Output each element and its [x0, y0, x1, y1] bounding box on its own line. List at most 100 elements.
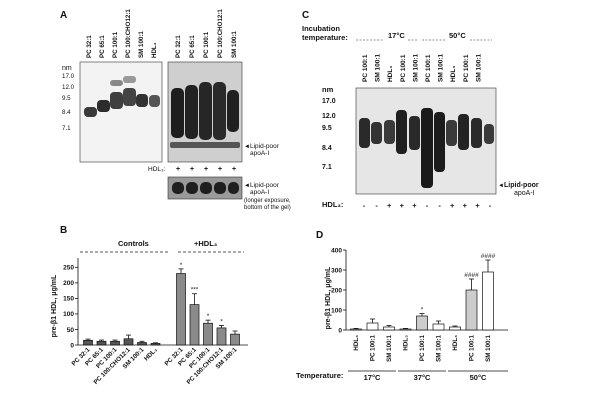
panel-c-hdl-label: HDL₃: — [322, 200, 343, 209]
panel-c-letter: C — [302, 10, 309, 21]
panel-c-incubation-1: Incubation — [302, 24, 340, 33]
bar — [189, 304, 200, 346]
lane-label: SM 100:1 — [375, 53, 382, 82]
panel-b-group-controls: Controls — [118, 239, 149, 248]
bar — [150, 343, 161, 346]
panel-b-bars: ****** — [83, 262, 240, 346]
lane-label: PC 100:1 — [425, 54, 432, 82]
bar — [432, 323, 445, 331]
panel-d-temperature-groups: 17°C 37°C 50°C — [348, 370, 508, 382]
band — [97, 100, 110, 112]
panel-a-arrow-label-1: Lipid-poor — [250, 143, 280, 150]
panel-b-letter: B — [60, 225, 67, 236]
panel-a-nm-ticks: 17.0 12.0 9.5 8.4 7.1 — [62, 73, 75, 132]
gel-a-left-bands — [84, 76, 160, 117]
hdl-mark: + — [204, 166, 208, 173]
hdl-mark: + — [176, 166, 180, 173]
panel-a-arrow-label-2: apoA-I — [250, 150, 269, 157]
panel-a-inset-arrow-1: Lipid-poor — [250, 182, 280, 189]
x-tick-label: HDL₃ — [143, 346, 159, 362]
y-tick-label: 50 — [67, 327, 75, 334]
lane-label: PC 100:1 — [463, 54, 470, 82]
gel-c-bands — [359, 108, 494, 188]
panel-a-letter: A — [60, 10, 67, 21]
x-tick-label: SM 100:1 — [485, 334, 492, 361]
band — [136, 94, 148, 107]
hdl-mark: + — [387, 201, 392, 210]
band — [446, 120, 457, 146]
panel-a-inset-arrow-2: apoA-I — [250, 189, 269, 196]
bar — [216, 327, 227, 346]
panel-b-group-hdl: +HDL₃ — [194, 239, 218, 248]
hdl-mark: + — [400, 201, 405, 210]
bar — [230, 333, 240, 346]
y-tick-label: 250 — [63, 265, 74, 272]
gel-a-right-bands — [170, 82, 240, 148]
lane-label: PC 32:1 — [175, 35, 182, 58]
bar — [416, 315, 428, 331]
svg-text:◄: ◄ — [498, 183, 504, 189]
nm-tick: 7.1 — [322, 164, 332, 171]
panel-a-lane-labels-left: PC 32:1 PC 65:1 PC 100:1 PC 100:CHO12:1 SM 1… — [86, 9, 158, 58]
band — [359, 118, 370, 148]
band — [396, 110, 407, 154]
bar — [96, 340, 107, 346]
band — [471, 118, 482, 148]
panel-c: C Incubation temperature: 17°C 50°C PC 1… — [302, 10, 539, 210]
x-tick-label: HDL₃ — [353, 335, 360, 351]
band — [227, 90, 239, 132]
panel-d-letter: D — [316, 230, 323, 241]
band — [185, 85, 198, 139]
nm-tick: 7.1 — [62, 125, 71, 132]
lane-label: SM 100:1 — [138, 31, 145, 58]
bar — [350, 328, 362, 331]
panel-a-inset-arrow: ◄ Lipid-poor apoA-I (longer exposure, bo… — [244, 182, 291, 211]
panel-b-x-labels: PC 32:1PC 65:1PC 100:1PC 100:CHO12:1SM 1… — [70, 346, 238, 386]
svg-text:◄: ◄ — [244, 183, 250, 189]
significance-marker: *** — [191, 287, 199, 294]
lane-label: PC 100:CHO12:1 — [125, 9, 132, 58]
bar — [366, 322, 379, 331]
svg-text:◄: ◄ — [244, 144, 250, 150]
panel-c-arrow-label-1: Lipid-poor — [504, 182, 539, 189]
lane-label: PC 100:1 — [362, 54, 369, 82]
lane-label: PC 100:1 — [203, 31, 210, 58]
hdl-mark: + — [232, 166, 236, 173]
gel-a-inset-bands — [172, 182, 239, 194]
hdl-mark: - — [375, 201, 378, 210]
lane-label: PC 32:1 — [86, 35, 93, 58]
bar — [465, 289, 478, 331]
panel-d-bars: * #### #### — [350, 253, 496, 331]
nm-tick: 17.0 — [322, 98, 336, 105]
panel-a-lane-labels-right: PC 32:1 PC 65:1 PC 100:1 PC 100:CHO12:1 SM 1… — [175, 9, 238, 58]
nm-tick: 9.5 — [62, 95, 71, 102]
lane-label: HDL₃ — [387, 66, 394, 82]
temperature-group-label: 37°C — [414, 373, 431, 382]
band — [484, 124, 494, 144]
nm-tick: 17.0 — [62, 73, 75, 80]
lane-label: SM 100:1 — [438, 53, 445, 82]
band — [214, 182, 226, 194]
nm-tick: 9.5 — [322, 125, 332, 132]
lane-label: PC 100:1 — [400, 54, 407, 82]
y-tick-label: 300 — [331, 267, 342, 274]
band — [171, 88, 184, 138]
panel-c-hdl-marks: - - + + + - - + + + - — [363, 201, 492, 210]
bar — [110, 340, 120, 346]
lane-label: PC 100:CHO12:1 — [217, 9, 224, 58]
band — [110, 80, 123, 86]
panel-c-temp-50: 50°C — [449, 31, 466, 40]
x-tick-label: SM 100:1 — [386, 334, 393, 361]
significance-marker: * — [207, 313, 210, 320]
band — [384, 120, 395, 144]
band — [170, 142, 240, 148]
significance-marker: #### — [464, 272, 479, 279]
panel-b-ylabel: pre-β1 HDL, μg/mL — [51, 274, 58, 337]
band — [421, 108, 433, 188]
hdl-mark: + — [450, 201, 455, 210]
x-tick-label: PC 100:1 — [370, 334, 377, 361]
bar — [449, 326, 461, 331]
hdl-mark: + — [412, 201, 417, 210]
panel-d-temperature-label: Temperature: — [296, 371, 343, 380]
